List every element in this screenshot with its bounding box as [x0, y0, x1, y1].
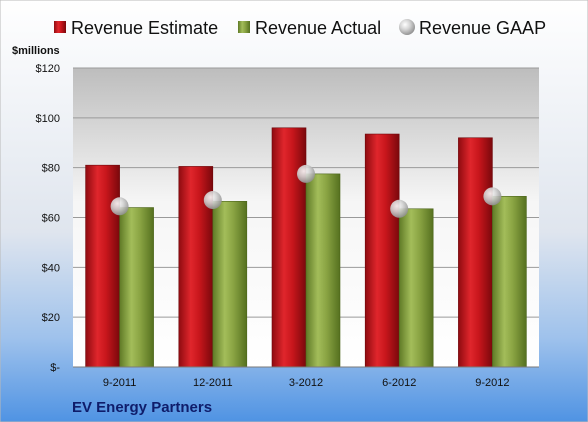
- bars: [85, 127, 527, 368]
- y-axis-ticks: $- $20 $40 $60 $80 $100 $120: [36, 63, 61, 374]
- legend-label-estimate: Revenue Estimate: [71, 18, 218, 38]
- y-tick-label: $80: [42, 163, 60, 175]
- point-revenue-gaap: [390, 199, 409, 218]
- y-tick-label: $40: [42, 262, 60, 274]
- y-tick-label: $60: [42, 213, 60, 225]
- legend-swatch-gaap: [399, 19, 415, 35]
- x-tick-label: 3-2012: [289, 377, 323, 389]
- legend-swatch-estimate: [54, 21, 66, 33]
- point-revenue-gaap: [203, 191, 222, 210]
- bar-revenue-actual: [492, 196, 527, 368]
- company-name: EV Energy Partners: [72, 399, 212, 416]
- x-axis-ticks: 9-2011 12-2011 3-2012 6-2012 9-2012: [103, 377, 510, 389]
- point-revenue-gaap: [483, 187, 502, 206]
- legend-label-gaap: Revenue GAAP: [419, 18, 546, 38]
- x-tick-label: 9-2011: [103, 377, 136, 389]
- bar-revenue-estimate: [458, 137, 493, 368]
- legend-swatch-actual: [238, 21, 250, 33]
- bar-revenue-estimate: [271, 127, 307, 368]
- legend: Revenue Estimate Revenue Actual Revenue …: [54, 18, 546, 38]
- bar-revenue-actual: [305, 173, 341, 368]
- point-revenue-gaap: [110, 197, 129, 216]
- y-tick-label: $20: [42, 312, 60, 324]
- legend-label-actual: Revenue Actual: [255, 18, 381, 38]
- bar-revenue-estimate: [364, 133, 400, 368]
- bar-revenue-actual: [212, 201, 248, 368]
- bar-revenue-actual: [119, 207, 154, 368]
- unit-label: $millions: [12, 45, 60, 57]
- bar-revenue-estimate: [85, 164, 120, 368]
- y-tick-label: $-: [50, 362, 60, 374]
- x-tick-label: 6-2012: [382, 377, 416, 389]
- x-tick-label: 9-2012: [475, 377, 509, 389]
- y-tick-label: $120: [36, 63, 60, 75]
- point-revenue-gaap: [297, 164, 315, 183]
- gaap-points: [110, 164, 502, 218]
- x-tick-label: 12-2011: [193, 377, 233, 389]
- bar-revenue-actual: [398, 208, 434, 368]
- y-tick-label: $100: [36, 113, 60, 125]
